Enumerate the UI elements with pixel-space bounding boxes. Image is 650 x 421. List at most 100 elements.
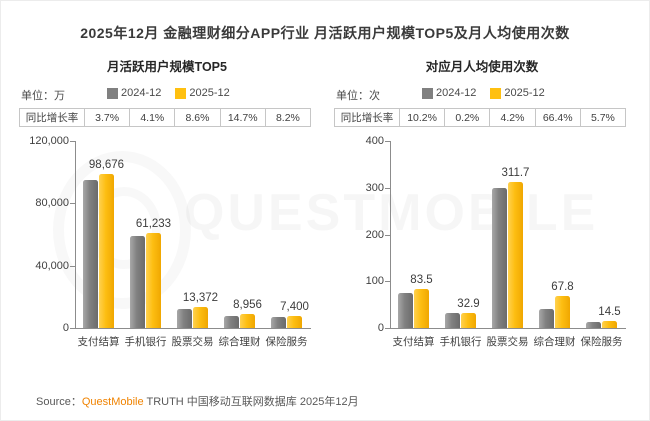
- legend-item-2025: 2025-12: [490, 87, 545, 99]
- y-axis-tick-mark: [385, 187, 390, 189]
- yoy-growth-value: 8.2%: [264, 109, 311, 126]
- bar-value-label: 7,400: [280, 301, 309, 314]
- x-axis-category-label: 保险服务: [580, 336, 623, 348]
- bar-2024-12: [585, 321, 601, 328]
- x-axis-category-label: 保险服务: [265, 336, 308, 348]
- legend-label-2025: 2025-12: [504, 87, 545, 99]
- yoy-growth-value: 66.4%: [534, 109, 580, 126]
- bar-2025-12: [554, 296, 570, 328]
- unit-label: 单位：次: [336, 90, 380, 102]
- legend-label-2024: 2024-12: [436, 87, 477, 99]
- x-axis-category-label: 股票交易: [171, 336, 214, 348]
- chart-panel-usage: 对应月人均使用次数 单位：次 2024-12 2025-12 同比增长率 10.…: [334, 56, 630, 361]
- legend: 2024-12 2025-12: [107, 87, 230, 99]
- yoy-growth-value: 8.6%: [174, 109, 220, 126]
- x-axis-category-label: 手机银行: [439, 336, 482, 348]
- y-axis-tick-label: 0: [62, 322, 69, 334]
- yoy-growth-value: 0.2%: [444, 109, 490, 126]
- y-axis-tick-mark: [385, 234, 390, 236]
- bar-chart-usage: 400 300 200 100 0 83.5 支付结算 32.9 手机银行 311.7 股票交易 67…: [334, 133, 630, 353]
- y-axis-tick-label: 400: [365, 135, 384, 147]
- bar-value-label: 98,676: [88, 159, 125, 172]
- source-rest: TRUTH 中国移动互联网数据库 2025年12月: [143, 396, 359, 408]
- bar-2024-12: [82, 179, 98, 328]
- bar-2025-12: [601, 321, 617, 328]
- legend-label-2025: 2025-12: [189, 87, 230, 99]
- bar-2025-12: [413, 288, 429, 328]
- legend-swatch-2025-icon: [490, 87, 502, 99]
- y-axis-tick-label: 80,000: [35, 197, 69, 210]
- y-axis-tick-label: 300: [365, 181, 384, 194]
- y-axis-tick-label: 0: [377, 322, 384, 334]
- legend-item-2025: 2025-12: [175, 87, 230, 99]
- yoy-growth-value: 14.7%: [219, 109, 265, 126]
- bar-value-label: 67.8: [551, 281, 574, 294]
- page-title: 2025年12月 金融理财细分APP行业 月活跃用户规模TOP5及月人均使用次数: [80, 25, 570, 41]
- y-axis-tick-mark: [70, 265, 75, 267]
- legend: 2024-12 2025-12: [422, 87, 545, 99]
- x-axis-line: [75, 328, 311, 329]
- bar-2025-12: [145, 232, 161, 328]
- x-axis-category-label: 综合理财: [533, 336, 576, 348]
- bar-value-label: 32.9: [457, 297, 480, 310]
- bar-2024-12: [538, 308, 554, 328]
- unit-label: 单位：万: [21, 90, 65, 102]
- y-axis-tick-label: 100: [365, 275, 384, 288]
- yoy-growth-label: 同比增长率: [335, 109, 399, 126]
- bar-value-label: 13,372: [182, 292, 219, 305]
- bar-2025-12: [286, 316, 302, 328]
- bar-2025-12: [192, 307, 208, 328]
- y-axis-tick-mark: [385, 328, 390, 329]
- yoy-growth-value: 4.1%: [129, 109, 175, 126]
- y-axis-line: [75, 141, 76, 329]
- y-axis-tick-mark: [70, 141, 75, 142]
- chart-title-usage: 对应月人均使用次数: [425, 60, 539, 74]
- bar-2024-12: [444, 312, 460, 328]
- source-brand: QuestMobile: [81, 396, 144, 408]
- source-prefix: Source：: [36, 396, 82, 408]
- unit-legend-row: 单位：次 2024-12 2025-12: [334, 87, 630, 102]
- yoy-growth-table: 同比增长率 3.7% 4.1% 8.6% 14.7% 8.2%: [19, 108, 311, 127]
- bar-value-label: 83.5: [410, 273, 433, 286]
- y-axis-tick-label: 200: [365, 228, 384, 241]
- bar-value-label: 61,233: [135, 217, 172, 230]
- x-axis-category-label: 手机银行: [124, 336, 167, 348]
- y-axis-tick-label: 120,000: [29, 135, 69, 147]
- x-axis-category-label: 股票交易: [486, 336, 529, 348]
- bar-chart-mau: 120,000 80,000 40,000 0 98,676 支付结算 61,233 手机银行…: [19, 133, 315, 353]
- y-axis-tick-mark: [385, 141, 390, 142]
- bar-2024-12: [397, 292, 413, 328]
- y-axis-line: [390, 141, 391, 329]
- bar-2024-12: [270, 317, 286, 328]
- bar-2024-12: [176, 308, 192, 328]
- legend-swatch-2025-icon: [175, 87, 187, 99]
- yoy-growth-label: 同比增长率: [20, 109, 84, 126]
- legend-swatch-2024-icon: [422, 87, 433, 99]
- legend-item-2024: 2024-12: [107, 87, 161, 99]
- legend-swatch-2024-icon: [107, 87, 118, 99]
- bar-2025-12: [239, 314, 255, 328]
- source-line: Source：QuestMobile TRUTH 中国移动互联网数据库 2025…: [36, 393, 359, 409]
- legend-label-2024: 2024-12: [121, 87, 162, 99]
- y-axis-tick-mark: [385, 281, 390, 283]
- yoy-growth-value: 3.7%: [84, 109, 130, 126]
- legend-item-2024: 2024-12: [422, 87, 476, 99]
- y-axis-tick-mark: [70, 328, 75, 329]
- bar-2025-12: [460, 312, 476, 328]
- x-axis-category-label: 支付结算: [392, 336, 435, 348]
- y-axis-tick-mark: [70, 203, 75, 205]
- y-axis-tick-label: 40,000: [35, 259, 69, 272]
- yoy-growth-table: 同比增长率 10.2% 0.2% 4.2% 66.4% 5.7%: [334, 108, 626, 127]
- bar-2024-12: [223, 315, 239, 328]
- bar-2025-12: [507, 182, 523, 328]
- bar-value-label: 14.5: [598, 306, 621, 319]
- chart-panel-mau: 月活跃用户规模TOP5 单位：万 2024-12 2025-12 同比增长率 3…: [19, 56, 315, 361]
- bar-2025-12: [98, 174, 114, 328]
- x-axis-category-label: 支付结算: [77, 336, 120, 348]
- x-axis-category-label: 综合理财: [218, 336, 261, 348]
- unit-legend-row: 单位：万 2024-12 2025-12: [19, 87, 315, 102]
- bar-value-label: 8,956: [233, 299, 262, 312]
- bar-2024-12: [491, 188, 507, 328]
- chart-title-mau: 月活跃用户规模TOP5: [107, 60, 227, 74]
